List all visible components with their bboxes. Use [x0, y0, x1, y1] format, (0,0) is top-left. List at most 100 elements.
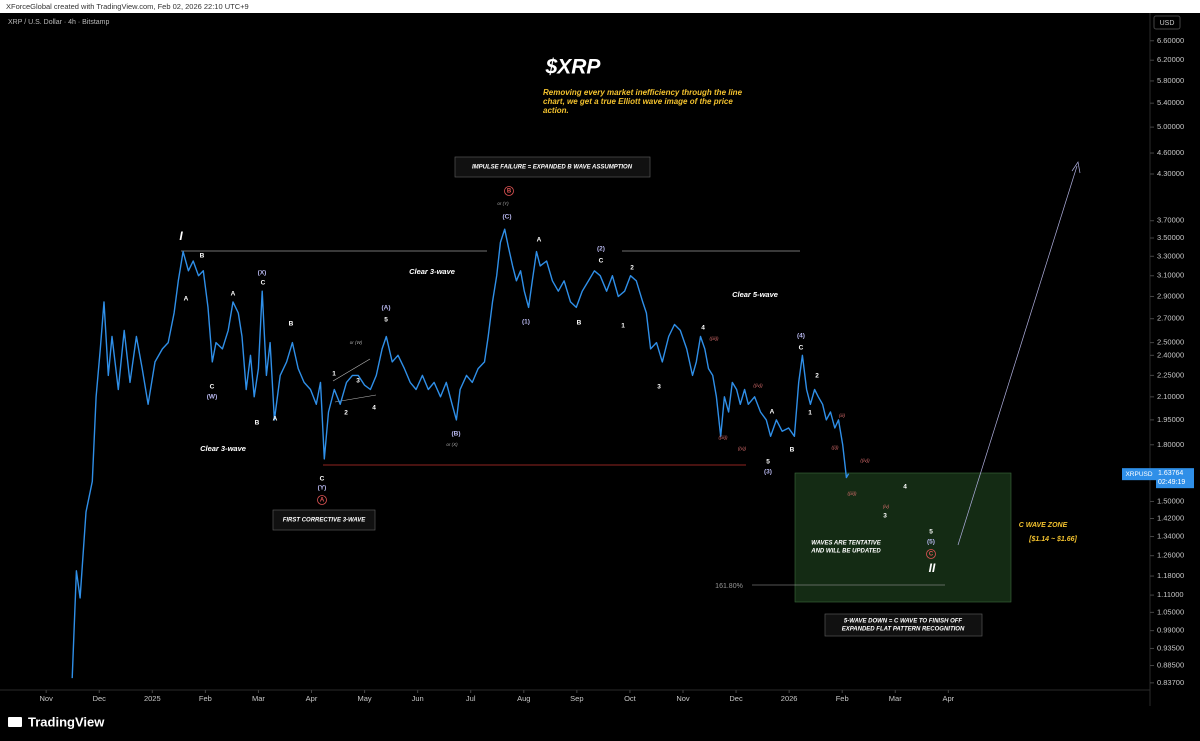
wave-label: 4 [701, 325, 705, 332]
y-tick-label: 1.80000 [1157, 440, 1184, 449]
wave-label: ((i)) [832, 445, 839, 450]
footer [0, 706, 1200, 741]
box-text: 5-WAVE DOWN = C WAVE TO FINISH OFF [844, 619, 963, 625]
wave-label: 4 [903, 484, 907, 491]
x-tick-label: Feb [836, 694, 849, 703]
brand-logo [8, 717, 22, 727]
y-tick-label: 0.99000 [1157, 626, 1184, 635]
x-tick-label: Apr [306, 694, 318, 703]
wave-label: (Y) [318, 485, 327, 492]
x-tick-label: Nov [676, 694, 690, 703]
wave-label: B [790, 447, 795, 454]
wave-label: (B) [451, 431, 460, 438]
x-tick-label: Nov [39, 694, 53, 703]
wave-label: A [231, 291, 236, 298]
wave-label: C WAVE ZONE [1019, 522, 1068, 529]
y-tick-label: 1.26000 [1157, 551, 1184, 560]
y-tick-label: 0.93500 [1157, 643, 1184, 652]
wave-label: C [210, 384, 215, 391]
wave-circle [504, 186, 514, 196]
wave-label: ((iii)) [719, 435, 728, 440]
y-tick-label: 1.50000 [1157, 496, 1184, 505]
price-line [71, 228, 850, 679]
wave-label: ((iii)) [710, 336, 719, 341]
y-tick-label: 3.70000 [1157, 216, 1184, 225]
y-tick-label: 0.88500 [1157, 661, 1184, 670]
y-tick-label: 1.05000 [1157, 607, 1184, 616]
y-tick-label: 3.10000 [1157, 271, 1184, 280]
wave-label: C [599, 258, 604, 265]
wave-label: 2 [815, 373, 819, 380]
wave-label: (X) [258, 270, 267, 277]
subtitle: Removing every market inefficiency throu… [543, 88, 743, 115]
wave-label: II [929, 561, 936, 575]
wave-label: (1) [522, 319, 530, 326]
wave-label: 1 [332, 371, 336, 378]
wave-label: C [320, 476, 325, 483]
wave-label: (4) [797, 333, 805, 340]
wave-label: C [929, 552, 934, 558]
wave-label: or (X) [446, 442, 458, 447]
wave-label: Clear 3-wave [409, 267, 455, 276]
wave-label: 161.80% [715, 583, 743, 590]
wave-label: (3) [764, 469, 772, 476]
wave-label: 5 [766, 459, 770, 466]
wave-label: (iii) [839, 413, 845, 418]
y-tick-label: 4.60000 [1157, 148, 1184, 157]
wave-label: ((v)) [738, 446, 747, 451]
y-tick-label: 2.25000 [1157, 370, 1184, 379]
wave-label: ((iii)) [848, 491, 857, 496]
wave-label: Clear 5-wave [732, 290, 778, 299]
note: WAVES ARE TENTATIVE [811, 541, 881, 547]
wave-label: (A) [381, 305, 390, 312]
wave-circle [317, 495, 327, 505]
x-tick-label: Oct [624, 694, 637, 703]
wave-label: ((iv)) [753, 383, 763, 388]
note-box [824, 613, 983, 637]
wave-label: B [507, 189, 512, 195]
wave-label: ((iv)) [860, 458, 870, 463]
y-tick-label: 1.34000 [1157, 532, 1184, 541]
y-tick-label: 5.80000 [1157, 76, 1184, 85]
wave-circle [926, 549, 936, 559]
y-tick-label: 1.42000 [1157, 513, 1184, 522]
x-tick-label: Mar [252, 694, 265, 703]
wave-label: I [179, 229, 183, 243]
y-tick-label: 2.40000 [1157, 350, 1184, 359]
x-tick-label: Dec [729, 694, 743, 703]
box-text: FIRST CORRECTIVE 3-WAVE [283, 518, 367, 524]
wave-label: 3 [883, 513, 887, 520]
credit-bar [0, 0, 1200, 13]
x-tick-label: 2025 [144, 694, 161, 703]
y-tick-label: 6.20000 [1157, 55, 1184, 64]
y-tick-label: 3.50000 [1157, 233, 1184, 242]
y-tick-label: 4.30000 [1157, 169, 1184, 178]
y-tick-label: 2.90000 [1157, 291, 1184, 300]
wave-label: 4 [372, 405, 376, 412]
price-tag [1122, 468, 1156, 481]
price-tag-value: 1.63764 [1158, 470, 1183, 477]
wave-label: or (Y) [497, 201, 509, 206]
brand: TradingView [28, 714, 105, 729]
y-tick-label: 2.10000 [1157, 392, 1184, 401]
x-tick-label: May [357, 694, 371, 703]
y-tick-label: 5.40000 [1157, 98, 1184, 107]
currency: USD [1160, 20, 1175, 27]
arrow-head [1071, 161, 1081, 174]
x-tick-label: Aug [517, 694, 530, 703]
y-tick-label: 2.70000 [1157, 314, 1184, 323]
wave-label: (C) [502, 214, 511, 221]
wave-label: C [799, 345, 804, 352]
y-tick-label: 6.60000 [1157, 36, 1184, 45]
x-tick-label: Apr [943, 694, 955, 703]
wave-label: B [200, 253, 205, 260]
box-text: EXPANDED FLAT PATTERN RECOGNITION [842, 627, 965, 633]
wave-label: 1 [808, 410, 812, 417]
x-tick-label: Mar [889, 694, 902, 703]
wave-label: [$1.14 ~ $1.66] [1028, 536, 1077, 543]
wave-label: A [537, 237, 542, 244]
y-tick-label: 2.50000 [1157, 338, 1184, 347]
price-tag-countdown: 02:49:19 [1158, 479, 1185, 486]
